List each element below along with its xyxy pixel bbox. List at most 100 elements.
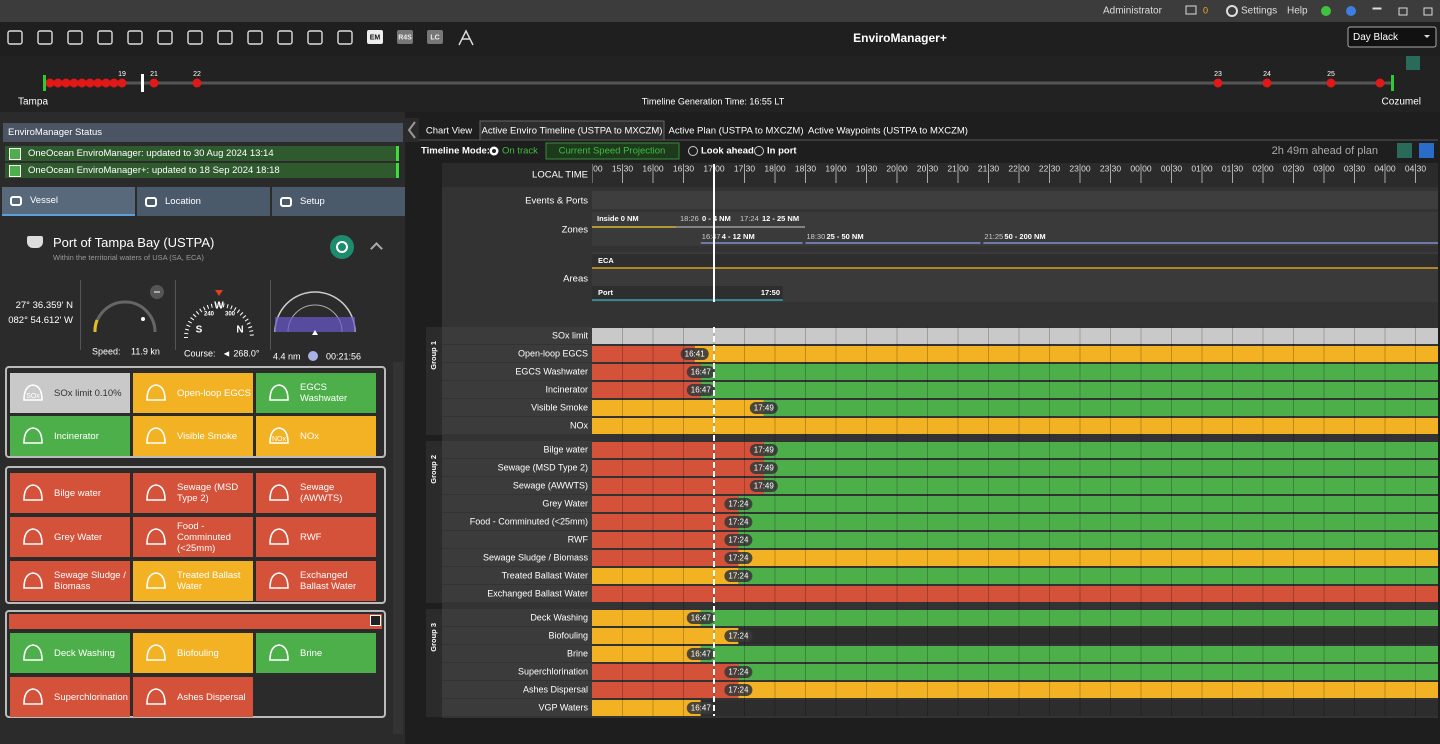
waypoint-dot[interactable] <box>110 79 119 88</box>
status-row-label: VGP Waters <box>538 702 588 712</box>
status-tile[interactable]: Sewage Sludge / Biomass <box>10 561 130 601</box>
collapse-handle[interactable] <box>405 118 419 142</box>
status-tile[interactable]: Grey Water <box>10 517 130 557</box>
waypoint-dot[interactable] <box>193 79 202 88</box>
timeline-tab[interactable]: Active Plan (USTPA to MXCZM) <box>669 126 804 137</box>
mode-speed-projection[interactable]: Current Speed Projection <box>559 146 666 157</box>
status-tile[interactable]: Visible Smoke <box>133 416 253 456</box>
status-tile[interactable]: Sewage (MSD Type 2) <box>133 473 253 513</box>
row-label: Zones <box>562 225 589 236</box>
status-tile[interactable]: Food - Comminuted (<25mm) <box>133 517 253 557</box>
status-tile[interactable]: RWF <box>256 517 376 557</box>
waypoint-dot[interactable] <box>150 79 159 88</box>
badge-label[interactable]: LC <box>430 34 439 41</box>
change-time: 17:24 <box>728 500 749 509</box>
tile-icon <box>266 482 292 504</box>
waypoint-dot[interactable] <box>46 79 55 88</box>
course-label: Course: <box>184 348 216 358</box>
status-tile[interactable]: Superchlorination <box>10 677 130 717</box>
waypoint-dot[interactable] <box>94 79 103 88</box>
status-tile[interactable]: Brine <box>256 633 376 673</box>
refresh-button[interactable] <box>1406 56 1420 70</box>
badge-label[interactable]: R4S <box>398 34 412 41</box>
change-time: 17:24 <box>728 518 749 527</box>
waypoint-dot[interactable] <box>54 79 63 88</box>
mode-label: Timeline Mode: <box>421 146 490 157</box>
collapse-chevron[interactable] <box>370 242 383 255</box>
vessel-tab[interactable]: Location <box>137 187 270 216</box>
waypoint-dot[interactable] <box>1214 79 1223 88</box>
status-tile[interactable]: Biofouling <box>133 633 253 673</box>
waypoint-dot[interactable] <box>102 79 111 88</box>
status-tile[interactable]: Ashes Dispersal <box>133 677 253 717</box>
tile-icon <box>143 570 169 592</box>
group-collapse[interactable] <box>370 615 381 626</box>
icon-text: SOx <box>26 393 40 400</box>
status-tile[interactable]: Treated Ballast Water <box>133 561 253 601</box>
status-tile[interactable]: Sewage (AWWTS) <box>256 473 376 513</box>
timeline-tab[interactable]: Active Waypoints (USTPA to MXCZM) <box>808 126 968 137</box>
waypoint-dot[interactable] <box>1263 79 1272 88</box>
waypoint-dot[interactable] <box>86 79 95 88</box>
tile-label: Superchlorination <box>54 692 128 703</box>
help-link[interactable]: Help <box>1287 6 1308 17</box>
tile-icon <box>20 642 46 664</box>
change-time: 16:47 <box>691 650 712 659</box>
mode-on-track[interactable]: On track <box>502 146 538 157</box>
icon-shape <box>147 485 165 500</box>
icon-shape <box>270 645 288 660</box>
status-before <box>592 682 738 698</box>
left-panel: EnviroManager Status OneOcean EnviroManag… <box>0 112 405 744</box>
icon-text: NOx <box>272 436 287 443</box>
local-time-label: LOCAL TIME <box>532 170 588 181</box>
status-row-label: Grey Water <box>542 498 588 508</box>
status-tile[interactable]: Open-loop EGCS <box>133 373 253 413</box>
vessel-tab[interactable]: Vessel <box>2 187 135 216</box>
waypoint-dot[interactable] <box>78 79 87 88</box>
timeline-tab[interactable]: Active Enviro Timeline (USTPA to MXCZM) <box>482 126 663 137</box>
status-tile[interactable]: NOxNOx <box>256 416 376 456</box>
refresh-timeline[interactable] <box>1397 143 1412 158</box>
status-after <box>701 700 1438 716</box>
status-after <box>738 496 1438 512</box>
theme-value[interactable]: Day Black <box>1353 32 1399 43</box>
locate-button[interactable] <box>330 235 354 259</box>
waypoint-dot[interactable] <box>1376 79 1385 88</box>
waypoint-dot[interactable] <box>1327 79 1336 88</box>
route-end: Cozumel <box>1382 97 1421 108</box>
timeline-settings[interactable] <box>1419 143 1434 158</box>
waypoint-dot[interactable] <box>118 79 127 88</box>
waypoint-label: 23 <box>1214 71 1222 78</box>
change-time: 17:49 <box>754 404 775 413</box>
user-name[interactable]: Administrator <box>1103 6 1163 17</box>
zone-label: Inside 0 NM <box>597 214 639 223</box>
status-tile[interactable]: Incinerator <box>10 416 130 456</box>
icon-shape <box>24 485 42 500</box>
waypoint-dot[interactable] <box>70 79 79 88</box>
status-tile[interactable]: EGCS Washwater <box>256 373 376 413</box>
waypoint-label: 19 <box>118 71 126 78</box>
end-marker <box>1391 75 1394 91</box>
status-tile[interactable]: Exchanged Ballast Water <box>256 561 376 601</box>
mode-look-ahead[interactable]: Look ahead <box>701 146 754 157</box>
badge-label[interactable]: EM <box>370 34 381 41</box>
waypoint-dot[interactable] <box>62 79 71 88</box>
radio-dot <box>492 149 496 153</box>
status-text: OneOcean EnviroManager: updated to 30 Au… <box>28 148 274 159</box>
tab-icon <box>280 197 292 207</box>
vessel-tab[interactable]: Setup <box>272 187 405 216</box>
status-header: EnviroManager Status <box>3 123 403 142</box>
start-marker <box>43 75 46 91</box>
minimize-button[interactable] <box>1373 8 1381 9</box>
settings-link[interactable]: Settings <box>1241 6 1277 17</box>
status-text: OneOcean EnviroManager+: updated to 18 S… <box>28 165 280 176</box>
tile-icon <box>20 686 46 708</box>
mode-in-port[interactable]: In port <box>767 146 797 157</box>
status-tile[interactable]: SOxSOx limit 0.10% <box>10 373 130 413</box>
timeline-tab[interactable]: Chart View <box>426 126 472 137</box>
status-tile[interactable]: Bilge water <box>10 473 130 513</box>
tile-icon <box>266 382 292 404</box>
change-time: 16:47 <box>691 368 712 377</box>
status-tile[interactable]: Deck Washing <box>10 633 130 673</box>
